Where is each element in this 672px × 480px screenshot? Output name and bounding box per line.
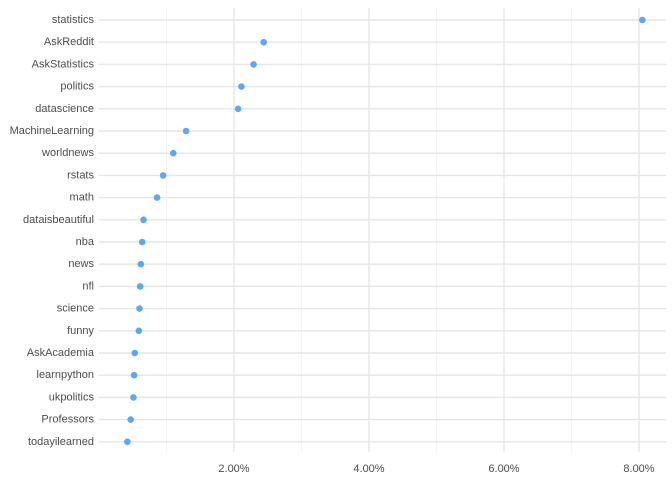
category-label: nfl [82,280,94,292]
category-label: dataisbeautiful [23,214,94,226]
category-label: rstats [67,169,94,181]
grid-lines [99,8,666,452]
category-label: AskStatistics [32,58,95,70]
data-point [140,216,147,224]
data-point [124,438,131,446]
category-label: AskReddit [44,36,94,48]
data-point [153,194,161,201]
data-point [159,172,167,179]
category-labels: statistics AskReddit AskStatistics politics… [10,14,95,448]
data-point [130,394,137,401]
category-label: nba [76,236,95,248]
category-label: ukpolitics [49,391,95,403]
data-point [131,349,139,357]
category-label: politics [60,81,94,93]
category-label: worldnews [41,147,94,159]
category-label: news [68,258,94,270]
category-label: AskAcademia [27,347,95,359]
x-axis-tick-labels: 2.00% 4.00% 6.00% 8.00% [218,463,654,475]
data-point [136,283,144,290]
data-point [639,16,646,24]
x-tick-label: 4.00% [353,463,384,475]
category-label: datascience [35,103,94,115]
x-tick-label: 8.00% [623,463,654,475]
data-point [136,305,143,312]
category-label: todayilearned [28,436,94,448]
category-label: Professors [41,414,94,426]
data-points [124,16,646,446]
category-label: learnpython [37,369,95,381]
x-tick-label: 2.00% [218,463,249,475]
data-point [138,238,146,246]
x-tick-label: 6.00% [488,463,519,475]
category-label: statistics [52,14,95,26]
data-point [137,260,145,268]
data-point [135,327,143,335]
data-point [260,38,268,46]
category-label: science [57,303,94,315]
category-label: math [70,192,94,204]
data-point [250,61,257,68]
data-point [169,149,177,157]
data-point [127,416,135,423]
data-point [234,105,242,113]
category-label: funny [67,325,94,337]
data-point [238,83,245,90]
data-point [130,371,138,379]
category-label: MachineLearning [10,125,94,137]
data-point [182,127,190,135]
